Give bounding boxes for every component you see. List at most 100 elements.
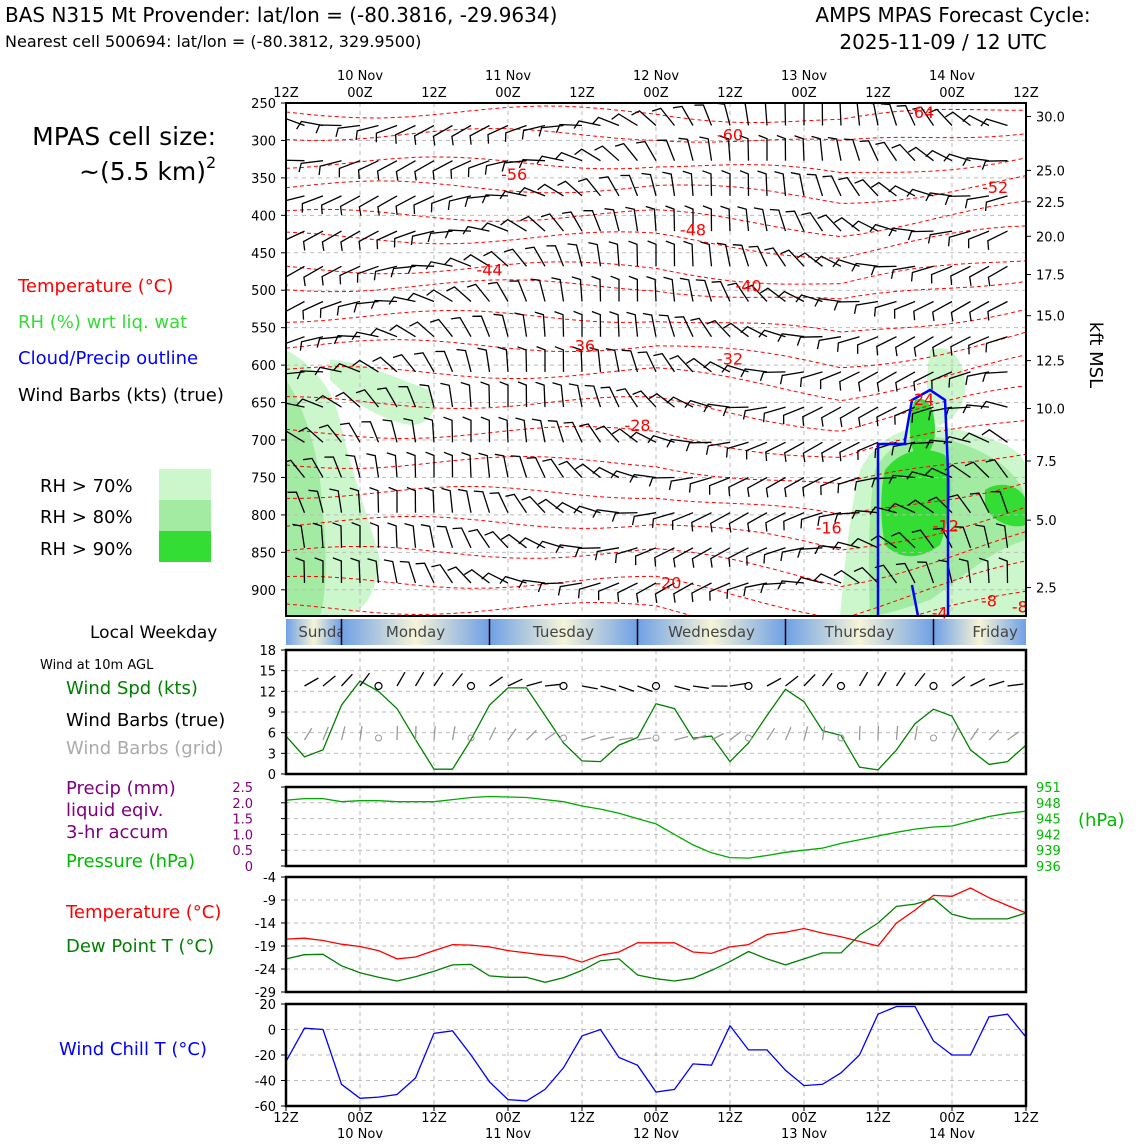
wind-barb — [599, 177, 619, 196]
wind-barb — [477, 348, 489, 372]
wind-barb — [578, 179, 600, 196]
rh-region-1 — [330, 360, 434, 425]
bottom-time-tick: 12Z — [569, 1111, 595, 1126]
panel-ytick-label: 1.5 — [232, 813, 253, 828]
wind-barb — [986, 196, 1008, 211]
panel-ytick-label: 12 — [259, 685, 276, 700]
wind-barb — [546, 246, 563, 266]
surface-wind-barb — [434, 673, 443, 686]
wind-10m-title: Wind at 10m AGL — [40, 658, 154, 673]
top-time-tick: 12Z — [717, 86, 743, 101]
legend-rh: RH (%) wrt liq. wat — [18, 312, 187, 333]
wind-barb — [970, 266, 989, 286]
wind-barb — [673, 106, 693, 125]
top-time-tick: 00Z — [791, 86, 817, 101]
main-ytick-label: 450 — [251, 247, 276, 262]
main-y2tick-label: 2.5 — [1036, 582, 1057, 597]
precip-label-2: liquid eqiv. — [66, 800, 163, 821]
main-ytick-label: 500 — [251, 284, 276, 299]
wind-barb — [951, 302, 970, 322]
wind-barb — [442, 488, 453, 512]
calm-circle-grid — [561, 735, 567, 741]
panel-ytick-label: 20 — [259, 998, 276, 1013]
legend-rh90: RH > 90% — [40, 539, 133, 560]
surface-wind-barb — [527, 682, 542, 686]
wind-barb — [643, 314, 656, 337]
grid-wind-barb — [508, 729, 516, 740]
wind-barb — [803, 478, 823, 497]
wind-barb — [785, 442, 804, 462]
calm-circle — [930, 683, 937, 690]
wind-barb — [322, 231, 341, 251]
wind-barb — [895, 302, 915, 319]
wind-barb — [424, 418, 434, 443]
main-y2tick-label: 20.0 — [1036, 230, 1065, 245]
calm-circle-grid — [931, 735, 937, 741]
wind-spd-label: Wind Spd (kts) — [66, 678, 198, 699]
calm-circle — [838, 683, 845, 690]
wind-barb — [609, 242, 619, 267]
panel-ytick-label: -20 — [255, 1049, 276, 1064]
wind-barb — [981, 119, 1008, 126]
wind-barb — [568, 244, 583, 266]
legend-temperature: Temperature (°C) — [17, 276, 173, 297]
surface-wind-barb — [1008, 684, 1024, 686]
wind-barb — [616, 548, 638, 563]
wind-barb — [823, 176, 841, 196]
wind-barb — [433, 161, 452, 180]
wind-barb — [426, 452, 434, 477]
wind-barb — [435, 351, 452, 372]
surface-wind-barb — [804, 674, 815, 686]
panel-ytick-label: -9 — [263, 894, 276, 909]
wind-barb — [384, 560, 397, 583]
bottom-date-label: 10 Nov — [337, 1127, 383, 1140]
wind-barb — [569, 384, 582, 407]
wind-barb — [933, 302, 952, 322]
surface-wind-barb — [582, 686, 598, 689]
panel-ytick-label: 0 — [245, 860, 253, 875]
wind-barb — [620, 175, 637, 196]
wind-barb — [747, 442, 767, 459]
wind-barb — [562, 212, 582, 231]
wind-barb — [616, 389, 637, 407]
wind-barb — [611, 276, 619, 301]
top-time-tick: 00Z — [939, 86, 965, 101]
surface-wind-barb — [323, 676, 335, 686]
top-date-label: 13 Nov — [781, 69, 827, 84]
wind-barb — [388, 523, 398, 548]
main-ytick-label: 750 — [251, 471, 276, 486]
wind-barb — [472, 316, 489, 337]
grid-wind-barb — [989, 730, 999, 740]
pressure-y2tick-label: 942 — [1036, 828, 1061, 843]
main-y2tick-label: 5.0 — [1036, 514, 1057, 529]
wind-barb — [575, 464, 600, 477]
wind-barb — [963, 405, 989, 413]
wind-barb — [896, 337, 915, 357]
wind-barb — [983, 372, 1008, 382]
wind-barb — [785, 478, 804, 498]
bottom-time-tick: 12Z — [1013, 1111, 1039, 1126]
wind-barb — [405, 524, 416, 548]
wind-barb — [664, 277, 675, 301]
wind-barb — [740, 171, 749, 196]
bottom-date-label: 14 Nov — [929, 1127, 975, 1140]
wind-barb — [317, 337, 341, 348]
panel-ytick-label: -19 — [255, 940, 276, 955]
grid-wind-barb — [786, 727, 792, 740]
wind-barb — [834, 218, 859, 231]
top-time-tick: 12Z — [421, 86, 447, 101]
wind-barb — [391, 266, 415, 277]
wind-barb — [832, 101, 842, 126]
surface-wind-barb — [767, 678, 781, 686]
wind-barb — [622, 350, 638, 372]
surface-wind-barb — [545, 684, 561, 686]
wind-barb — [400, 562, 416, 584]
wind-barb — [592, 276, 601, 301]
cycle-label: AMPS MPAS Forecast Cycle: — [815, 3, 1090, 27]
main-y2tick-label: 30.0 — [1036, 110, 1065, 125]
wind-barb — [302, 196, 323, 213]
wind-barb — [877, 372, 896, 392]
main-y2tick-label: 22.5 — [1036, 196, 1065, 211]
